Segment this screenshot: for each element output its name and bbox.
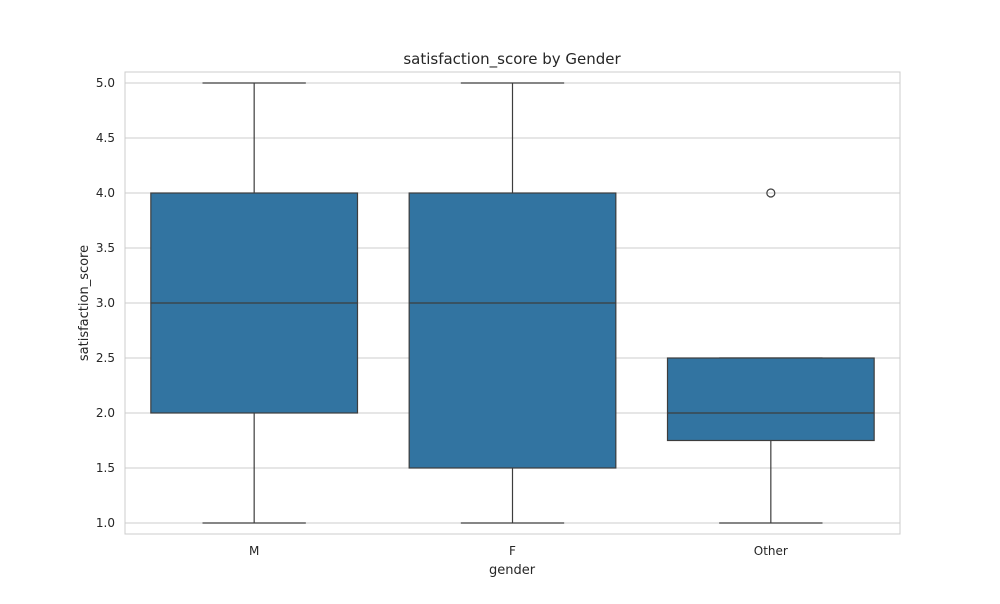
y-tick-label: 4.0 [96,186,115,200]
y-tick-label: 3.0 [96,296,115,310]
y-tick-labels: 1.0 1.5 2.0 2.5 3.0 3.5 4.0 4.5 5.0 [96,76,115,530]
box-f [408,82,617,524]
box-other [666,188,875,524]
outlier-point [766,188,776,198]
x-tick-labels: M F Other [249,544,788,558]
x-tick-label: F [509,544,516,558]
y-tick-label: 1.0 [96,516,115,530]
x-axis-label: gender [489,563,536,578]
x-tick-label: M [249,544,259,558]
y-axis-label: satisfaction_score [77,245,92,361]
x-tick-label: Other [754,544,788,558]
y-tick-label: 5.0 [96,76,115,90]
boxes [150,82,875,524]
y-tick-label: 2.0 [96,406,115,420]
box-m [150,82,359,524]
y-tick-label: 4.5 [96,131,115,145]
iqr-box [408,192,617,469]
y-tick-label: 1.5 [96,461,115,475]
y-tick-label: 3.5 [96,241,115,255]
chart-title: satisfaction_score by Gender [403,50,621,69]
y-tick-label: 2.5 [96,351,115,365]
iqr-box [666,357,875,442]
